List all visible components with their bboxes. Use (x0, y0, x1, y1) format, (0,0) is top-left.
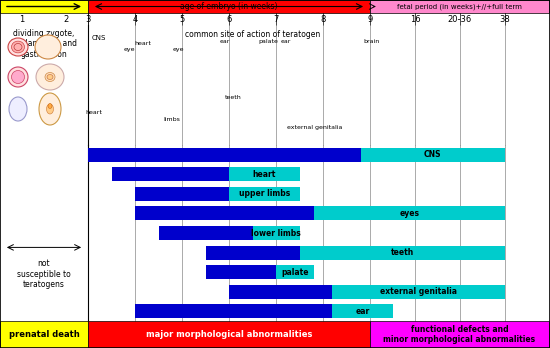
Bar (252, 226, 300, 240)
Text: eye: eye (123, 47, 135, 52)
Text: functional defects and
minor morphological abnormalities: functional defects and minor morphologic… (383, 325, 536, 344)
Bar (88, 145, 549, 321)
Bar (112, 167, 229, 181)
Text: heart: heart (86, 110, 102, 115)
Text: 5: 5 (179, 15, 185, 24)
Text: ear: ear (355, 307, 370, 316)
Bar (229, 167, 300, 181)
Text: ear: ear (281, 39, 291, 44)
Text: brain: brain (364, 39, 380, 44)
Bar (332, 304, 393, 318)
Ellipse shape (47, 104, 53, 114)
Bar (88, 148, 361, 162)
Bar (0, 0, 88, 13)
Text: lower limbs: lower limbs (251, 229, 301, 237)
Text: 38: 38 (499, 15, 510, 24)
Text: external genitalia: external genitalia (287, 125, 343, 130)
Text: 1: 1 (19, 15, 25, 24)
Bar (314, 206, 505, 221)
Ellipse shape (47, 74, 53, 79)
Bar (300, 246, 505, 260)
Text: upper limbs: upper limbs (239, 189, 290, 198)
Ellipse shape (8, 38, 28, 56)
Text: teeth: teeth (390, 248, 414, 257)
Text: 9: 9 (367, 15, 373, 24)
Bar (0, 321, 88, 348)
Text: 6: 6 (226, 15, 232, 24)
Text: limbs: limbs (163, 117, 180, 122)
Text: major morphological abnormalities: major morphological abnormalities (146, 330, 312, 339)
Bar (158, 226, 252, 240)
Bar (135, 304, 332, 318)
Ellipse shape (36, 64, 64, 90)
Bar (88, 321, 370, 348)
Text: 7: 7 (273, 15, 279, 24)
Bar (229, 285, 332, 299)
Text: eye: eye (172, 47, 184, 52)
Bar (276, 265, 314, 279)
Text: 4: 4 (133, 15, 138, 24)
Text: 2: 2 (63, 15, 69, 24)
Text: eyes: eyes (399, 209, 419, 218)
Ellipse shape (12, 41, 25, 53)
Text: age of embryo (in weeks): age of embryo (in weeks) (180, 2, 278, 11)
Bar (0, 145, 88, 321)
Bar (206, 265, 276, 279)
Text: heart: heart (135, 41, 151, 46)
Bar (88, 0, 370, 13)
Text: CNS: CNS (92, 35, 106, 41)
Bar (370, 321, 549, 348)
Text: 16: 16 (410, 15, 420, 24)
Text: ear: ear (220, 39, 230, 44)
Text: prenatal death: prenatal death (9, 330, 79, 339)
Text: common site of action of teratogen: common site of action of teratogen (185, 30, 320, 39)
Text: 3: 3 (85, 15, 91, 24)
Bar (229, 187, 300, 201)
Ellipse shape (35, 35, 61, 59)
Text: palate: palate (281, 268, 309, 277)
Bar (135, 187, 229, 201)
Bar (206, 246, 300, 260)
Bar (135, 206, 314, 221)
Bar (0, 25, 550, 145)
Text: dividing zygote,
implantation and
gastrulation: dividing zygote, implantation and gastru… (11, 29, 77, 59)
Text: fetal period (in weeks)+//+full term: fetal period (in weeks)+//+full term (397, 3, 522, 10)
Text: external genitalia: external genitalia (380, 287, 457, 296)
Bar (370, 0, 549, 13)
Ellipse shape (39, 93, 61, 125)
Text: heart: heart (252, 170, 276, 179)
Bar (361, 148, 505, 162)
Ellipse shape (8, 67, 28, 87)
Text: palate: palate (258, 39, 278, 44)
Bar (0, 13, 550, 25)
Ellipse shape (12, 71, 25, 84)
Text: not
susceptible to
teratogens: not susceptible to teratogens (17, 259, 71, 289)
Text: teeth: teeth (224, 95, 241, 100)
Text: 8: 8 (320, 15, 326, 24)
Ellipse shape (45, 72, 55, 81)
Ellipse shape (9, 97, 27, 121)
Bar (332, 285, 505, 299)
Text: CNS: CNS (424, 150, 442, 159)
Ellipse shape (48, 103, 52, 109)
Text: 20-36: 20-36 (448, 15, 472, 24)
